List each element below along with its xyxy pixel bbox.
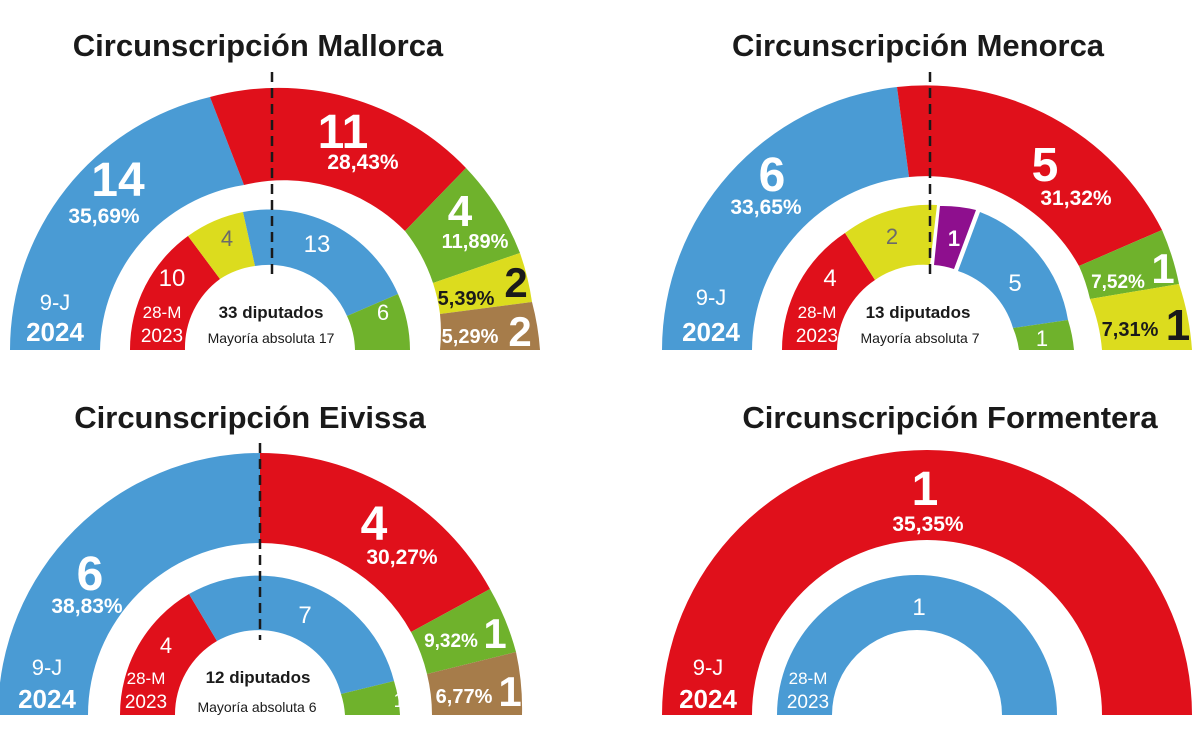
center-seats: 12 diputados <box>206 668 311 687</box>
pct-label-vox: 11,89% <box>442 231 509 253</box>
seat-label-psoe: 1 <box>912 463 939 516</box>
inner-seat-label-psoe: 4 <box>160 633 172 658</box>
pct-label-psoe: 28,43% <box>327 151 399 174</box>
pct-label-pp: 35,69% <box>68 205 140 228</box>
inner-seg-vox <box>341 681 400 715</box>
outer-seg-vox <box>411 589 516 674</box>
outer-seg-psoe <box>210 87 466 231</box>
inner-label-year: 2023 <box>796 326 838 347</box>
inner-seg-psoe <box>129 236 220 350</box>
chart-title: Circunscripción Menorca <box>732 28 1105 63</box>
pct-label-vox: 9,32% <box>424 631 478 652</box>
outer-label-date: 9-J <box>696 285 727 310</box>
inner-seg-psoe <box>119 594 217 715</box>
outer-label-date: 9-J <box>32 655 63 680</box>
inner-seg-pp <box>189 575 394 694</box>
inner-label-date: 28-M <box>789 669 828 688</box>
pct-label-brown: 5,29% <box>442 326 499 348</box>
seat-label-mes: 1 <box>1166 301 1190 350</box>
inner-label-year: 2023 <box>787 692 829 713</box>
outer-seg-psoe <box>260 452 490 632</box>
outer-label-year: 2024 <box>679 684 737 714</box>
inner-seg-vox <box>347 294 410 350</box>
panel-menorca: Circunscripción Menorca 6 33,65% 5 31,32… <box>662 28 1192 351</box>
outer-seg-mes <box>433 253 532 314</box>
inner-seg-purple <box>934 205 976 269</box>
inner-seat-label-purple: 1 <box>948 226 960 251</box>
panel-formentera: Circunscripción Formentera 1 35,35% 1 9-… <box>662 400 1192 715</box>
outer-seg-mes <box>1090 284 1192 350</box>
inner-seg-psoe <box>781 233 875 350</box>
inner-seat-label-vox: 1 <box>1036 326 1048 351</box>
pct-label-pp: 38,83% <box>51 595 123 618</box>
seat-label-vox: 1 <box>483 610 506 657</box>
inner-seat-label-pp: 13 <box>304 231 331 258</box>
seat-label-vox: 1 <box>1151 245 1174 292</box>
inner-seat-label-pp: 5 <box>1008 270 1021 297</box>
outer-seg-psoe <box>662 450 1192 715</box>
seat-label-psoe: 5 <box>1032 139 1059 192</box>
inner-seat-label-mes: 4 <box>221 226 233 251</box>
outer-seg-psoe <box>897 85 1162 267</box>
chart-title: Circunscripción Eivissa <box>74 400 426 435</box>
pct-label-psoe: 31,32% <box>1040 187 1112 210</box>
outer-seg-brown <box>440 302 540 350</box>
inner-seg-pp <box>243 209 398 316</box>
pct-label-pp: 33,65% <box>730 196 802 219</box>
inner-label-year: 2023 <box>125 692 167 713</box>
seat-label-pp: 6 <box>759 149 786 202</box>
pct-label-psoe: 30,27% <box>366 546 438 569</box>
inner-seg-mes <box>188 212 255 279</box>
pct-label-mes: 7,31% <box>1102 319 1159 341</box>
outer-label-date: 9-J <box>693 655 724 680</box>
outer-seg-vox <box>1079 230 1179 299</box>
inner-seat-label-mes: 2 <box>886 224 898 249</box>
outer-label-year: 2024 <box>26 317 84 347</box>
panel-eivissa: Circunscripción Eivissa 6 38,83% 4 30,27… <box>0 400 523 715</box>
inner-seg-vox <box>1013 320 1074 350</box>
inner-label-date: 28-M <box>127 669 166 688</box>
seat-label-psoe: 4 <box>361 498 388 551</box>
inner-seg-pp <box>777 575 1057 715</box>
inner-seat-label-vox: 6 <box>377 300 389 325</box>
outer-label-year: 2024 <box>682 317 740 347</box>
inner-label-date: 28-M <box>143 303 182 322</box>
outer-seg-pp <box>0 453 260 715</box>
outer-label-date: 9-J <box>40 290 71 315</box>
outer-label-year: 2024 <box>18 684 76 714</box>
center-majority: Mayoría absoluta 7 <box>860 330 979 346</box>
inner-seat-label-pp: 1 <box>912 594 925 621</box>
outer-seg-pp <box>662 87 909 350</box>
inner-seg-mes <box>845 204 937 280</box>
outer-seg-vox <box>405 168 520 283</box>
center-seats: 13 diputados <box>866 303 971 322</box>
chart-title: Circunscripción Mallorca <box>73 28 444 63</box>
pct-label-psoe: 35,35% <box>892 513 964 536</box>
center-majority: Mayoría absoluta 17 <box>208 330 335 346</box>
outer-seg-pp <box>9 97 244 350</box>
seat-label-vox: 4 <box>448 187 473 236</box>
center-majority: Mayoría absoluta 6 <box>197 699 316 715</box>
pct-label-mes: 5,39% <box>438 288 495 310</box>
pct-label-brown: 6,77% <box>436 686 493 708</box>
inner-seat-label-vox: 1 <box>393 690 404 712</box>
inner-seat-label-psoe: 4 <box>823 265 836 292</box>
seat-label-mes: 2 <box>504 259 527 306</box>
seat-label-pp: 14 <box>91 154 145 207</box>
seat-label-brown: 1 <box>498 668 521 715</box>
inner-seat-label-pp: 7 <box>298 602 311 629</box>
outer-seg-brown <box>427 652 523 715</box>
pct-label-vox: 7,52% <box>1091 272 1145 293</box>
inner-label-year: 2023 <box>141 326 183 347</box>
inner-seg-pp <box>958 212 1068 328</box>
chart-title: Circunscripción Formentera <box>742 400 1158 435</box>
seat-label-brown: 2 <box>508 308 531 355</box>
center-seats: 33 diputados <box>219 303 324 322</box>
inner-seat-label-psoe: 10 <box>159 265 186 292</box>
seat-label-pp: 6 <box>77 548 104 601</box>
seat-label-psoe: 11 <box>318 106 369 159</box>
panel-mallorca: Circunscripción Mallorca 14 35,69% 11 28… <box>9 28 540 355</box>
inner-label-date: 28-M <box>798 303 837 322</box>
